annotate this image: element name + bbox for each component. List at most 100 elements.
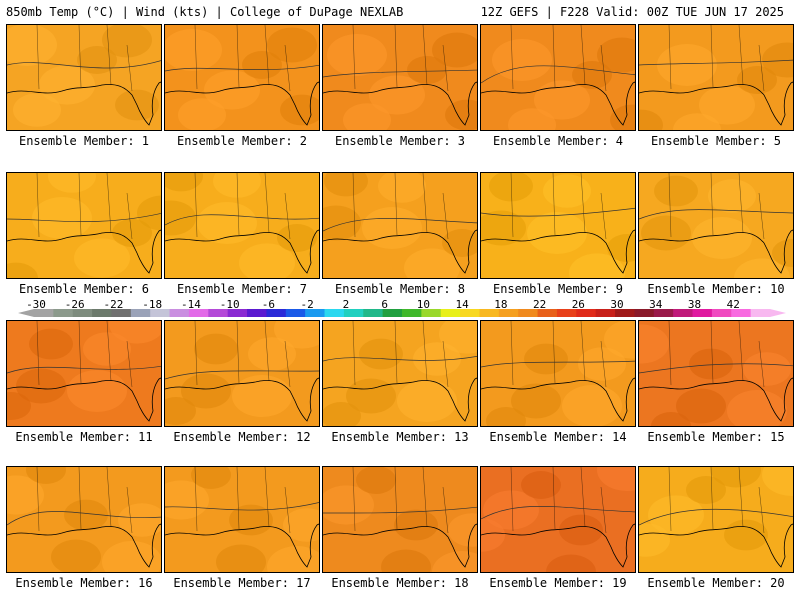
colorbar-tick-label: -22 <box>104 300 124 311</box>
ensemble-member-label: Ensemble Member: 9 <box>492 282 624 296</box>
coastline <box>639 229 793 274</box>
colorbar-swatch <box>440 309 461 317</box>
state-borders <box>352 25 449 92</box>
colorbar-swatch <box>266 309 287 317</box>
ensemble-member-label: Ensemble Member: 17 <box>173 576 311 590</box>
ensemble-member-label: Ensemble Member: 20 <box>647 576 785 590</box>
state-borders <box>352 173 449 240</box>
temperature-field-map <box>7 25 161 127</box>
colorbar-swatch <box>479 309 500 317</box>
temperature-field-map <box>7 321 161 422</box>
colorbar-swatch <box>556 309 577 317</box>
colorbar-swatch <box>227 309 248 317</box>
temperature-field-map <box>481 25 635 130</box>
coastline <box>639 377 793 422</box>
temperature-field-map <box>323 321 477 426</box>
state-borders <box>510 173 607 240</box>
colorbar-swatch <box>731 309 752 317</box>
ensemble-panel-2 <box>164 24 320 131</box>
state-borders <box>510 467 607 534</box>
wind-contour <box>165 214 319 226</box>
colorbar-tick-label: 34 <box>649 300 663 311</box>
colorbar-swatch <box>653 309 674 317</box>
wind-contour <box>7 60 161 69</box>
ensemble-panel-18 <box>322 466 478 573</box>
colorbar-swatch <box>150 309 171 317</box>
wind-contour <box>481 506 635 520</box>
colorbar-tick-label: 14 <box>455 300 469 311</box>
coastline <box>481 229 635 274</box>
coastline <box>639 523 793 568</box>
colorbar-swatch <box>208 309 229 317</box>
colorbar-tick-label: 18 <box>494 300 507 311</box>
colorbar-tick-label: 22 <box>533 300 546 311</box>
state-borders <box>36 467 133 534</box>
wind-contour <box>639 209 793 220</box>
coastline <box>7 229 161 274</box>
colorbar-swatch <box>421 309 442 317</box>
coastline <box>165 229 319 274</box>
ensemble-panel-13 <box>322 320 478 427</box>
ensemble-panel-6 <box>6 172 162 279</box>
wind-contour <box>7 511 161 526</box>
colorbar-swatch <box>324 309 345 317</box>
temperature-field-map <box>481 321 635 426</box>
ensemble-panel-8 <box>322 172 478 279</box>
map-title: 850mb Temp (°C) | Wind (kts) | College o… <box>6 5 404 19</box>
temperature-field-map <box>639 173 793 278</box>
coastline <box>165 81 319 126</box>
ensemble-member-label: Ensemble Member: 18 <box>331 576 469 590</box>
colorbar-swatch <box>285 309 306 317</box>
colorbar-swatch <box>460 309 480 317</box>
wind-contour <box>323 69 477 78</box>
ensemble-panel-5 <box>638 24 794 131</box>
wind-contour <box>323 506 477 514</box>
colorbar-swatch <box>53 309 74 317</box>
wind-contour <box>7 365 161 374</box>
state-borders <box>36 321 133 388</box>
temperature-field-map <box>481 467 635 572</box>
wind-contour <box>323 218 477 232</box>
temperature-field-map <box>165 321 319 425</box>
wind-contour <box>639 508 793 526</box>
state-borders <box>510 321 607 388</box>
temperature-colorbar: -30 -26 -22 -18 -14 -10 -6 -2 2 6 10 14 18 22 26 30 34 38… <box>18 300 786 317</box>
ensemble-member-label: Ensemble Member: 15 <box>647 430 785 444</box>
colorbar-swatch <box>615 309 635 317</box>
ensemble-panel-15 <box>638 320 794 427</box>
colorbar-tick-label: -30 <box>26 300 46 311</box>
coastline <box>481 523 635 568</box>
colorbar-swatch <box>305 309 326 317</box>
state-borders <box>352 321 449 388</box>
run-valid-time: 12Z GEFS | F228 Valid: 00Z TUE JUN 17 20… <box>480 5 784 19</box>
state-borders <box>352 467 449 534</box>
wind-contour <box>481 360 635 368</box>
coastline <box>323 229 477 274</box>
colorbar-swatch <box>402 309 422 317</box>
ensemble-panel-17 <box>164 466 320 573</box>
ensemble-member-label: Ensemble Member: 5 <box>650 134 782 148</box>
wind-contour <box>481 207 635 217</box>
wind-contour <box>481 65 635 84</box>
wind-contour <box>7 213 161 223</box>
temperature-field-map <box>481 173 635 278</box>
ensemble-member-label: Ensemble Member: 7 <box>176 282 308 296</box>
state-borders <box>668 25 765 92</box>
ensemble-panel-9 <box>480 172 636 279</box>
colorbar-swatch <box>576 309 597 317</box>
ensemble-panel-1 <box>6 24 162 131</box>
coastline <box>481 81 635 126</box>
wind-contour <box>639 59 793 66</box>
wind-contour <box>165 502 319 511</box>
ensemble-member-label: Ensemble Member: 13 <box>331 430 469 444</box>
ensemble-member-label: Ensemble Member: 2 <box>176 134 308 148</box>
ensemble-member-label: Ensemble Member: 12 <box>173 430 311 444</box>
wind-contour <box>165 64 319 72</box>
ensemble-member-label: Ensemble Member: 11 <box>15 430 153 444</box>
colorbar-tick-label: -26 <box>65 300 85 311</box>
colorbar-swatch <box>518 309 539 317</box>
coastline <box>165 523 319 568</box>
state-borders <box>668 467 765 534</box>
colorbar-swatch <box>750 309 771 317</box>
colorbar-swatch <box>673 309 694 317</box>
